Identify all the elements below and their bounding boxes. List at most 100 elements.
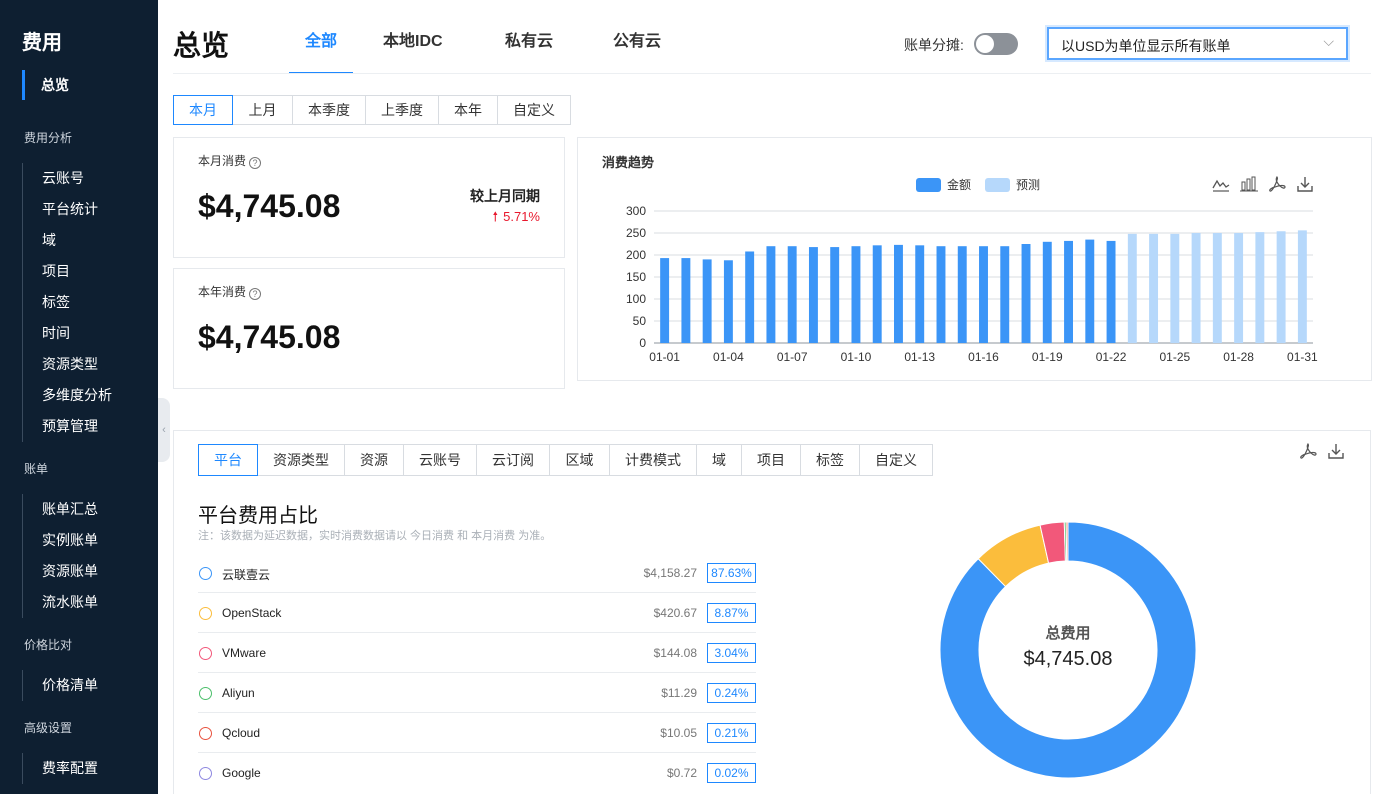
sidebar-item-instance-bill[interactable]: 实例账单: [42, 532, 98, 548]
y-tick-label: 300: [626, 204, 646, 218]
list-item[interactable]: Google $0.72 0.02%: [198, 753, 756, 793]
bar[interactable]: [702, 259, 712, 343]
sidebar-collapse-handle[interactable]: ‹: [158, 398, 170, 462]
bar[interactable]: [1255, 232, 1265, 343]
sidebar-item-multi-dimension[interactable]: 多维度分析: [42, 387, 112, 403]
period-this-month[interactable]: 本月: [173, 95, 233, 125]
btab-resource[interactable]: 资源: [344, 444, 404, 476]
btab-cloud-subscription[interactable]: 云订阅: [476, 444, 550, 476]
list-item[interactable]: VMware $144.08 3.04%: [198, 633, 756, 673]
sidebar-group-price-compare: 价格比对: [24, 638, 73, 652]
period-custom[interactable]: 自定义: [497, 95, 571, 125]
sidebar-item-time[interactable]: 时间: [42, 325, 70, 341]
bar[interactable]: [1212, 233, 1222, 343]
bar[interactable]: [851, 246, 861, 343]
btab-tag[interactable]: 标签: [800, 444, 860, 476]
list-item[interactable]: OpenStack $420.67 8.87%: [198, 593, 756, 633]
btab-domain[interactable]: 域: [696, 444, 742, 476]
help-icon[interactable]: ?: [249, 157, 262, 169]
bar[interactable]: [1106, 240, 1116, 343]
legend-item-forecast[interactable]: 预测: [985, 176, 1040, 193]
donut-total-value: $4,745.08: [1023, 648, 1113, 670]
bar[interactable]: [766, 246, 776, 343]
bar[interactable]: [1064, 240, 1073, 343]
bar[interactable]: [660, 258, 670, 343]
btab-resource-type[interactable]: 资源类型: [257, 444, 345, 476]
bar[interactable]: [745, 251, 755, 343]
bar[interactable]: [872, 245, 882, 343]
sidebar-item-resource-type[interactable]: 资源类型: [42, 356, 98, 372]
bar[interactable]: [1149, 233, 1159, 343]
list-item[interactable]: 云联壹云 $4,158.27 87.63%: [198, 553, 756, 593]
sidebar-item-budget[interactable]: 预算管理: [42, 418, 98, 434]
sidebar-item-price-list[interactable]: 价格清单: [42, 677, 98, 693]
platform-name: VMware: [222, 646, 267, 660]
bar[interactable]: [1127, 233, 1137, 343]
pdf-icon[interactable]: [1263, 176, 1291, 198]
bar[interactable]: [1000, 246, 1010, 343]
sidebar-item-rate-config[interactable]: 费率配置: [42, 760, 98, 776]
list-item[interactable]: Qcloud $10.05 0.21%: [198, 713, 756, 753]
platform-amount: $10.05: [660, 726, 697, 740]
bar[interactable]: [830, 247, 840, 343]
tab-all[interactable]: 全部: [289, 0, 353, 74]
sidebar-item-bill-summary[interactable]: 账单汇总: [42, 501, 98, 517]
bar[interactable]: [1276, 231, 1286, 343]
period-last-month[interactable]: 上月: [232, 95, 293, 125]
sidebar-item-domain[interactable]: 域: [42, 232, 56, 248]
btab-custom[interactable]: 自定义: [859, 444, 933, 476]
page-title: 总览: [173, 30, 230, 61]
bar[interactable]: [957, 246, 967, 343]
bar[interactable]: [915, 245, 925, 343]
bar[interactable]: [1042, 241, 1052, 343]
download-icon[interactable]: [1291, 176, 1319, 198]
pdf-icon[interactable]: [1294, 443, 1322, 465]
download-icon[interactable]: [1322, 443, 1350, 465]
x-tick-label: 01-10: [841, 350, 872, 364]
bar[interactable]: [681, 258, 691, 343]
bar[interactable]: [808, 247, 818, 343]
bar[interactable]: [1021, 244, 1031, 343]
btab-cloud-account[interactable]: 云账号: [403, 444, 477, 476]
x-tick-label: 01-04: [713, 350, 744, 364]
bar[interactable]: [1191, 233, 1201, 343]
y-tick-label: 150: [626, 270, 646, 284]
line-chart-icon[interactable]: [1207, 176, 1235, 198]
bar[interactable]: [1297, 230, 1307, 343]
legend-item-actual[interactable]: 金额: [916, 176, 971, 193]
btab-project[interactable]: 项目: [741, 444, 801, 476]
btab-platform[interactable]: 平台: [198, 444, 258, 476]
btab-region[interactable]: 区域: [549, 444, 610, 476]
tab-private-cloud[interactable]: 私有云: [505, 33, 554, 50]
sidebar-item-cloud-account[interactable]: 云账号: [42, 170, 84, 186]
sidebar-item-platform-stats[interactable]: 平台统计: [42, 201, 98, 217]
platform-amount: $4,158.27: [643, 566, 697, 580]
bill-split-toggle[interactable]: [974, 33, 1018, 55]
bar-chart-icon[interactable]: [1235, 176, 1263, 198]
period-last-quarter[interactable]: 上季度: [365, 95, 439, 125]
bar[interactable]: [936, 246, 946, 343]
bar[interactable]: [1085, 239, 1095, 343]
sidebar-item-resource-bill[interactable]: 资源账单: [42, 563, 98, 579]
donut-slice[interactable]: [939, 521, 1197, 779]
sidebar-item-overview[interactable]: 总览: [22, 70, 69, 100]
bar[interactable]: [1170, 233, 1180, 343]
bar[interactable]: [1234, 233, 1244, 343]
period-this-quarter[interactable]: 本季度: [292, 95, 366, 125]
tab-local-idc[interactable]: 本地IDC: [383, 33, 443, 50]
bar[interactable]: [723, 260, 733, 343]
currency-select[interactable]: 以USD为单位显示所有账单 ⌵: [1047, 27, 1348, 60]
list-item[interactable]: Aliyun $11.29 0.24%: [198, 673, 756, 713]
bar[interactable]: [894, 244, 903, 343]
period-this-year[interactable]: 本年: [438, 95, 498, 125]
bar[interactable]: [787, 246, 797, 343]
sidebar-item-project[interactable]: 项目: [42, 263, 70, 279]
sidebar-item-transaction-bill[interactable]: 流水账单: [42, 594, 98, 610]
btab-billing-mode[interactable]: 计费模式: [609, 444, 697, 476]
tab-public-cloud[interactable]: 公有云: [613, 33, 662, 50]
compare-label: 较上月同期: [470, 188, 540, 204]
bar[interactable]: [979, 246, 988, 343]
sidebar-group-advanced: 高级设置: [24, 721, 73, 735]
sidebar-item-tag[interactable]: 标签: [42, 294, 70, 310]
help-icon[interactable]: ?: [249, 288, 262, 300]
